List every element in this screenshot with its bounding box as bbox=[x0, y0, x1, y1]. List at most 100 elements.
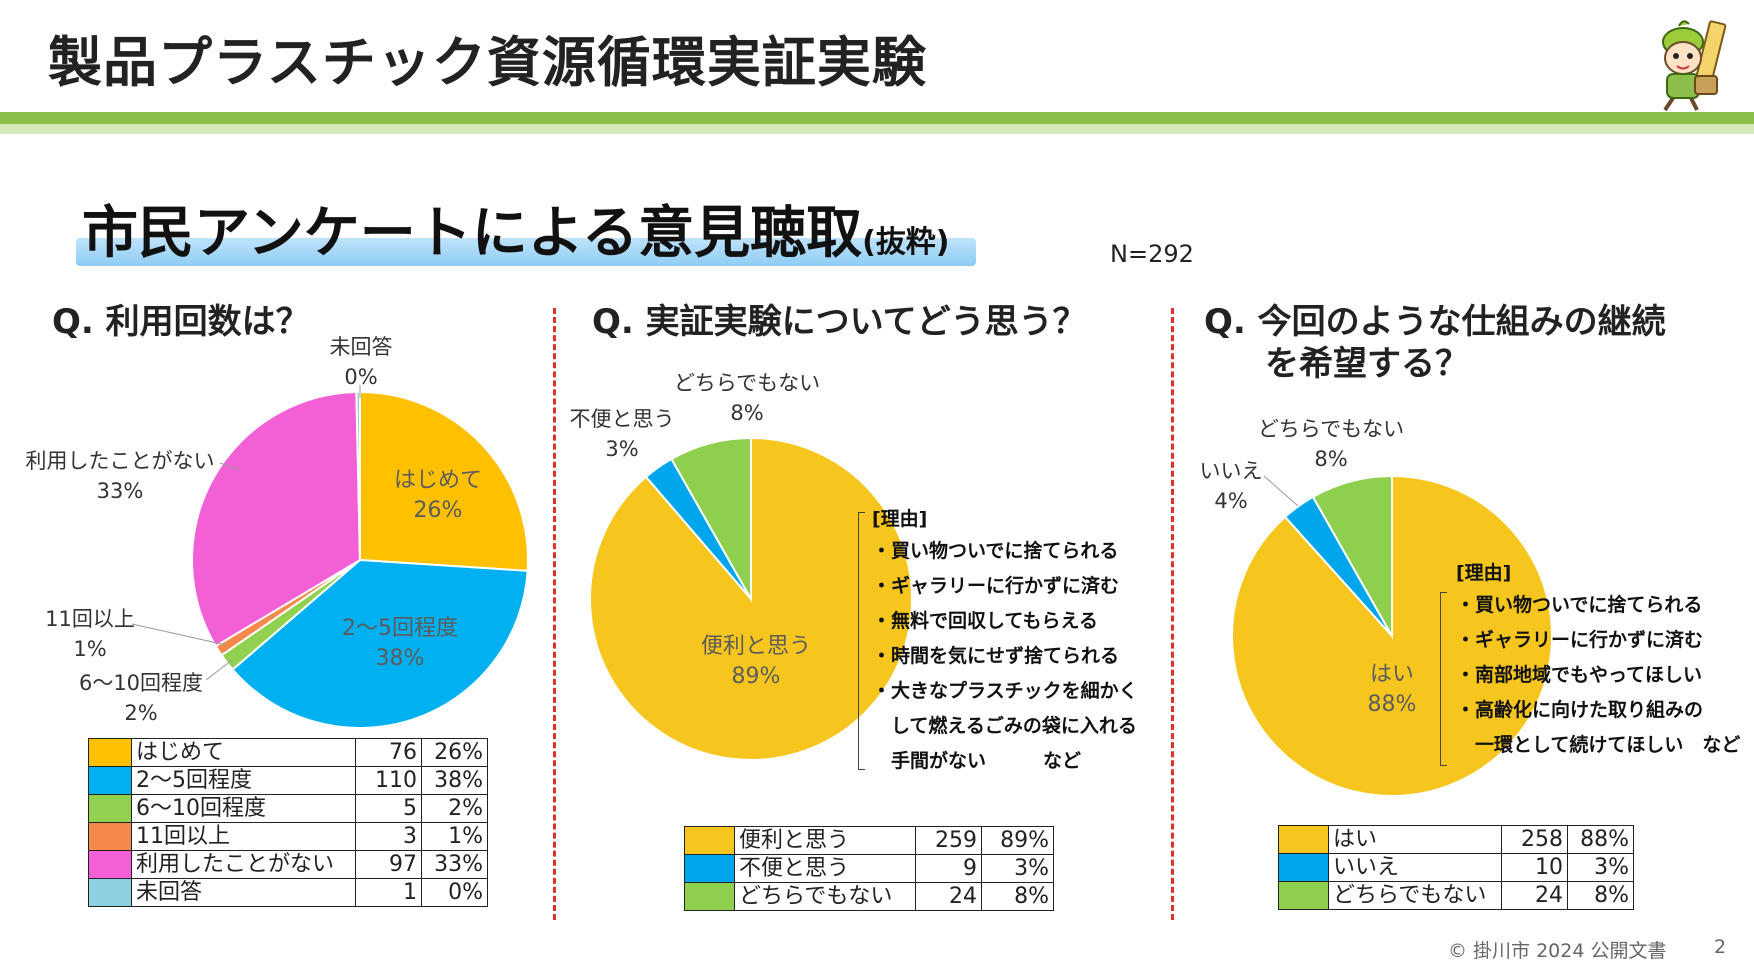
sample-size: N=292 bbox=[1110, 240, 1194, 268]
q3-label-neutral-name: どちらでもない bbox=[1257, 417, 1405, 441]
mascot-illustration bbox=[1645, 18, 1735, 112]
q2-label-convenient-pct: 89% bbox=[731, 664, 781, 689]
subtitle-suffix: (抜粋) bbox=[862, 225, 950, 260]
legend-swatch bbox=[684, 826, 735, 855]
q3-label-no-pct: 4% bbox=[1214, 489, 1248, 513]
q1-label-unanswered-name: 未回答 bbox=[329, 335, 393, 359]
q2-label-convenient: 便利と思う 89% bbox=[696, 632, 816, 692]
legend-percent: 3% bbox=[1567, 853, 1634, 882]
reason-item: ・時間を気にせず捨てられる bbox=[872, 645, 1120, 667]
legend-swatch bbox=[88, 738, 132, 767]
q3-data-table: はい 258 88% いいえ 10 3% どちらでもない 24 8% bbox=[1278, 825, 1634, 910]
legend-label: 6～10回程度 bbox=[131, 794, 356, 823]
q2-label-inconvenient-pct: 3% bbox=[605, 437, 639, 461]
q1-label-2to5-pct: 38% bbox=[375, 646, 425, 671]
legend-label: いいえ bbox=[1328, 853, 1502, 882]
reason-item: ・買い物ついでに捨てられる bbox=[1456, 594, 1703, 616]
q1-label-never-name: 利用したことがない bbox=[25, 449, 215, 473]
header-divider-light bbox=[0, 124, 1754, 134]
q3-title-line1: Q. 今回のような仕組みの継続 bbox=[1204, 302, 1666, 342]
legend-count: 10 bbox=[1501, 853, 1568, 882]
q1-row-5: 未回答 1 0% bbox=[88, 878, 488, 907]
q3-label-neutral: どちらでもない 8% bbox=[1256, 414, 1406, 474]
leader-11plus bbox=[131, 623, 227, 646]
q2-pie-chart bbox=[589, 436, 913, 761]
q1-label-2to5-name: 2～5回程度 bbox=[342, 616, 458, 641]
q1-label-11plus-name: 11回以上 bbox=[45, 607, 135, 631]
q1-label-6to10-pct: 2% bbox=[124, 701, 158, 725]
q1-label-never-pct: 33% bbox=[96, 479, 144, 503]
reason-item: ・無料で回収してもらえる bbox=[872, 610, 1098, 632]
legend-count: 97 bbox=[355, 850, 422, 879]
legend-swatch bbox=[684, 882, 735, 911]
q2-row-1: 不便と思う 9 3% bbox=[684, 854, 1054, 883]
q1-slice-0 bbox=[359, 390, 529, 572]
legend-percent: 1% bbox=[421, 822, 488, 851]
legend-label: どちらでもない bbox=[1328, 881, 1502, 910]
q2-reasons: [理由] ・買い物ついでに捨てられる ・ギャラリーに行かずに済む ・無料で回収しても… bbox=[872, 504, 1138, 779]
q1-label-2to5: 2～5回程度 38% bbox=[330, 614, 470, 674]
q1-label-never: 利用したことがない 33% bbox=[20, 446, 220, 506]
q1-row-4: 利用したことがない 97 33% bbox=[88, 850, 488, 879]
q2-label-neutral-name: どちらでもない bbox=[673, 371, 821, 395]
q2-label-neutral-pct: 8% bbox=[730, 401, 764, 425]
q3-reasons: [理由] ・買い物ついでに捨てられる ・ギャラリーに行かずに済む ・南部地域でもやっ… bbox=[1456, 558, 1740, 763]
leader-no bbox=[1263, 475, 1299, 507]
legend-label: 利用したことがない bbox=[131, 850, 356, 879]
q2-row-0: 便利と思う 259 89% bbox=[684, 826, 1054, 855]
q2-label-inconvenient-name: 不便と思う bbox=[569, 407, 675, 431]
legend-percent: 8% bbox=[981, 882, 1054, 911]
q2-reasons-heading: [理由] bbox=[872, 508, 928, 530]
q1-slice-4 bbox=[191, 391, 362, 648]
legend-swatch bbox=[88, 766, 132, 795]
q3-label-yes: はい 88% bbox=[1352, 660, 1432, 720]
reason-item: ・ギャラリーに行かずに済む bbox=[1456, 629, 1704, 651]
q3-label-yes-name: はい bbox=[1369, 662, 1414, 687]
q2-data-table: 便利と思う 259 89% 不便と思う 9 3% どちらでもない 24 8% bbox=[684, 826, 1054, 911]
q1-label-11plus: 11回以上 1% bbox=[38, 604, 142, 664]
q1-slice-1 bbox=[231, 558, 529, 729]
legend-swatch bbox=[1278, 881, 1329, 910]
q1-label-6to10-name: 6～10回程度 bbox=[78, 671, 204, 695]
legend-label: 不便と思う bbox=[734, 854, 916, 883]
reason-item: ・ギャラリーに行かずに済む bbox=[872, 575, 1120, 597]
legend-label: 便利と思う bbox=[734, 826, 916, 855]
q3-row-0: はい 258 88% bbox=[1278, 825, 1634, 854]
reason-item: 手間がない など bbox=[872, 750, 1082, 772]
header-divider bbox=[0, 112, 1754, 124]
legend-count: 110 bbox=[355, 766, 422, 795]
q2-reasons-brace bbox=[858, 512, 865, 770]
reason-item: ・南部地域でもやってほしい bbox=[1456, 664, 1703, 686]
q3-slice-2 bbox=[1311, 474, 1393, 640]
legend-swatch bbox=[88, 794, 132, 823]
legend-count: 24 bbox=[915, 882, 982, 911]
legend-label: どちらでもない bbox=[734, 882, 916, 911]
panel-divider-2 bbox=[1171, 308, 1174, 920]
legend-percent: 89% bbox=[981, 826, 1054, 855]
q3-row-2: どちらでもない 24 8% bbox=[1278, 881, 1634, 910]
q1-row-2: 6～10回程度 5 2% bbox=[88, 794, 488, 823]
legend-count: 24 bbox=[1501, 881, 1568, 910]
q1-label-6to10: 6～10回程度 2% bbox=[66, 668, 216, 728]
reason-item: ・買い物ついでに捨てられる bbox=[872, 540, 1119, 562]
q1-label-11plus-pct: 1% bbox=[73, 637, 107, 661]
q3-title-line2: を希望する？ bbox=[1265, 344, 1469, 384]
reason-item: ・高齢化に向けた取り組みの bbox=[1456, 699, 1704, 721]
q3-label-neutral-pct: 8% bbox=[1314, 447, 1348, 471]
legend-count: 259 bbox=[915, 826, 982, 855]
q3-pie-chart bbox=[1231, 474, 1553, 797]
q2-slice-2 bbox=[670, 436, 752, 603]
q1-label-first-name: はじめて bbox=[393, 468, 482, 493]
copyright: © 掛川市 2024 公開文書 bbox=[1448, 940, 1667, 962]
q2-label-neutral: どちらでもない 8% bbox=[667, 368, 827, 428]
q1-label-unanswered: 未回答 0% bbox=[306, 332, 416, 392]
legend-percent: 0% bbox=[421, 878, 488, 907]
panel-divider-1 bbox=[553, 308, 556, 920]
legend-label: はい bbox=[1328, 825, 1502, 854]
q2-title: Q. 実証実験についてどう思う？ bbox=[592, 302, 1087, 342]
reason-item: して燃えるごみの袋に入れる bbox=[872, 715, 1137, 737]
leader-6to10 bbox=[205, 659, 233, 681]
legend-swatch bbox=[684, 854, 735, 883]
